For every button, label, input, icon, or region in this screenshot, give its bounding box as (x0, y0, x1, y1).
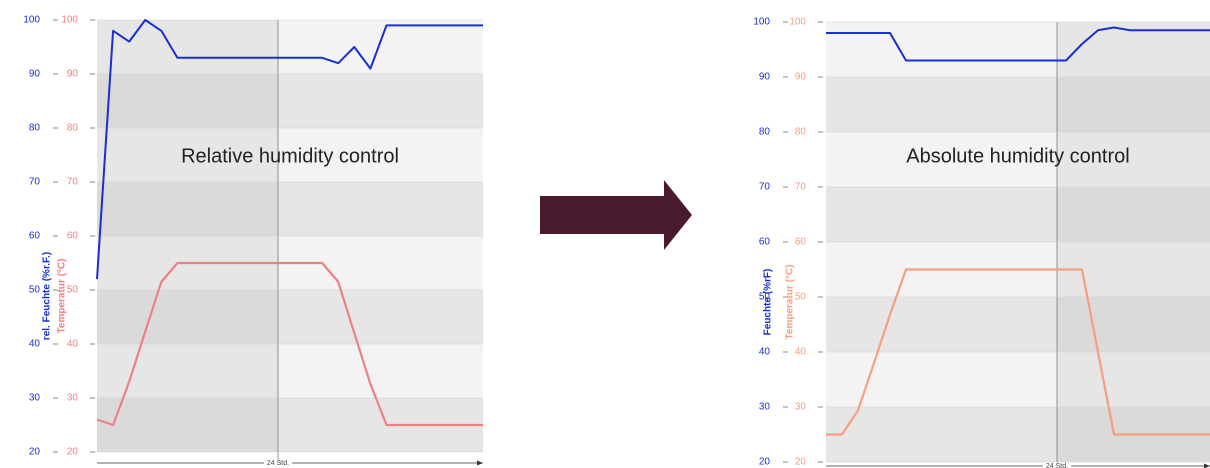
y-tick-label: 80 (29, 123, 41, 134)
chart: 20 30 40 50 60 70 80 90 100 20 30 40 50 60 70 80 90 100 re… (23, 15, 483, 467)
band (826, 77, 1210, 132)
y-tick-label: 40 (759, 347, 771, 358)
axis-label: Temperatur (°C) (785, 265, 796, 340)
annotation: Relative humidity control (181, 145, 399, 167)
y-tick-label: 50 (759, 292, 771, 303)
y-tick-label: 100 (753, 17, 770, 28)
y2-tick-label: 70 (795, 182, 807, 193)
chart: 20 30 40 50 60 70 80 90 100 20 30 40 50 60 70 80 90 100 Fe… (753, 17, 1210, 468)
x-axis-arrow (1204, 463, 1210, 468)
x-axis-label: 24 Std. (1046, 463, 1068, 468)
y-tick-label: 70 (759, 182, 771, 193)
series-line (826, 268, 1210, 436)
x-label-bg (1042, 462, 1072, 468)
y-tick-label: 60 (29, 231, 41, 242)
y-tick-label: 90 (759, 72, 771, 83)
y2-tick-label: 100 (61, 15, 78, 26)
y2-tick-label: 70 (67, 177, 79, 188)
y2-tick-label: 80 (67, 123, 79, 134)
annotation: Absolute humidity control (906, 145, 1129, 167)
band (97, 74, 483, 128)
y2-tick-label: 60 (795, 237, 807, 248)
x-label-bg (263, 459, 293, 467)
arrow-body (540, 196, 666, 234)
band (826, 297, 1210, 352)
y2-tick-label: 90 (795, 72, 807, 83)
y-tick-label: 70 (29, 177, 41, 188)
y2-tick-label: 30 (795, 402, 807, 413)
y2-tick-label: 50 (67, 285, 79, 296)
y2-tick-label: 40 (67, 339, 79, 350)
y-tick-label: 90 (29, 69, 41, 80)
arrow (540, 180, 692, 250)
y-tick-label: 20 (29, 447, 41, 458)
y-tick-label: 100 (23, 15, 40, 26)
y2-tick-label: 50 (795, 292, 807, 303)
series-line (826, 26, 1210, 62)
y-tick-label: 40 (29, 339, 41, 350)
band (826, 187, 1210, 242)
y2-tick-label: 80 (795, 127, 807, 138)
y-tick-label: 80 (759, 127, 771, 138)
x-axis-arrow (477, 460, 483, 466)
series-line (96, 19, 483, 280)
axis-label: Feuchte (%rF) (763, 269, 774, 336)
y2-tick-label: 90 (67, 69, 79, 80)
y2-tick-label: 100 (789, 17, 806, 28)
y2-tick-label: 40 (795, 347, 807, 358)
band (97, 182, 483, 236)
y-tick-label: 50 (29, 285, 41, 296)
arrow-head (664, 180, 692, 250)
y-tick-label: 30 (759, 402, 771, 413)
band (97, 290, 483, 344)
y2-tick-label: 20 (795, 457, 807, 468)
y-tick-label: 30 (29, 393, 41, 404)
y2-tick-label: 60 (67, 231, 79, 242)
x-axis-label: 24 Std. (267, 460, 289, 467)
y-tick-label: 20 (759, 457, 771, 468)
axis-label: Temperatur (°C) (57, 259, 68, 334)
y-tick-label: 60 (759, 237, 771, 248)
y2-tick-label: 20 (67, 447, 79, 458)
y2-tick-label: 30 (67, 393, 79, 404)
series-line (96, 261, 483, 427)
axis-label: rel. Feuchte (%r.F.) (42, 252, 53, 340)
